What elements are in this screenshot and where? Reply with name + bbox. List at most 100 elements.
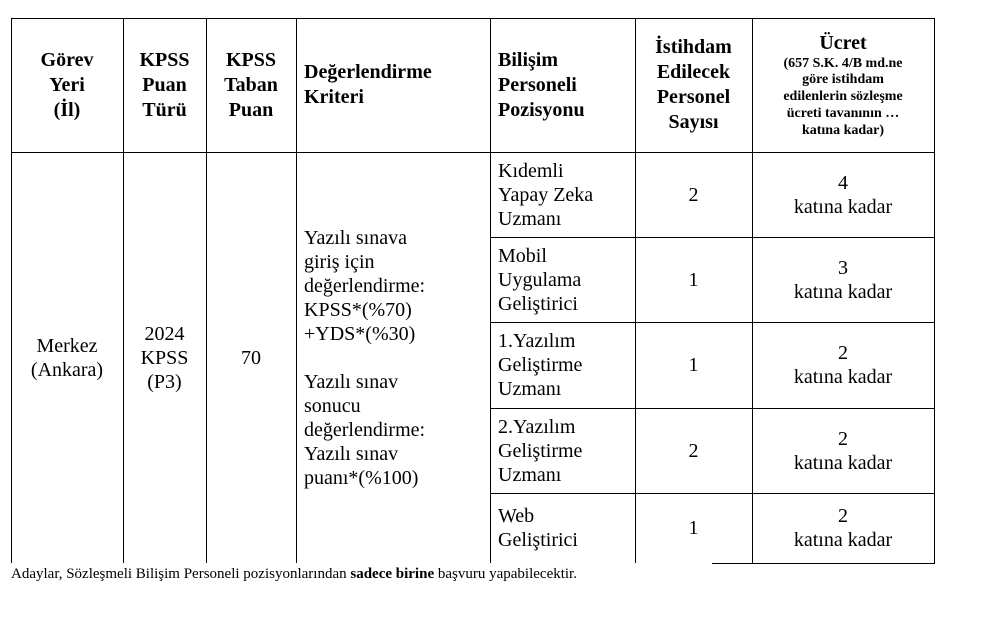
header-ucret: Ücret (657 S.K. 4/B md.ne göre istihdam edi… [752,18,934,152]
header-kriter: Değerlendirme Kriteri [296,18,490,152]
cell-line: Geliştirici [498,292,578,315]
cell-line: (P3) [147,370,182,393]
cell-ucret: 2 katına kadar [752,493,934,563]
ucret-title: Ücret [819,31,867,54]
cell-line: Puan [228,98,274,121]
cell-line: Bilişim [498,48,559,71]
cell-line: (İl) [53,98,81,121]
cell-line: Uzmanı [498,207,562,230]
cell-line: Uzmanı [498,463,562,486]
cell-line: KPSS [225,48,277,71]
cell-line: Yazılı sınav [304,442,399,465]
table-rule [490,237,935,238]
cell-line: Kıdemli [498,159,564,182]
ucret-subtitle-line: göre istihdam [802,72,884,88]
cell-line [304,346,490,370]
table-rule [752,18,753,564]
cell-line: giriş için [304,250,375,273]
cell-line: KPSS*(%70) [304,298,412,321]
cell-line: 2024 [144,322,185,345]
table-rule [490,493,935,494]
table-rule [11,152,935,153]
cell-line: Pozisyonu [498,98,585,121]
cell-puan-turu: 2024 KPSS (P3) [123,152,206,563]
cell-line: Görev [40,48,94,71]
cell-sayi: 2 [688,183,699,206]
cell-line: Geliştirme [498,439,583,462]
cell-line: Mobil [498,244,547,267]
cell-line: KPSS [139,48,190,71]
cell-line: Türü [142,98,187,121]
table-rule [296,18,297,563]
ucret-subtitle-line: edilenlerin sözleşme [783,89,903,105]
cell-line: Geliştirici [498,529,578,551]
ucret-value: katına kadar [793,529,893,551]
cell-line: İstihdam [655,36,732,58]
cell-line: Kriteri [304,86,364,108]
cell-line: Edilecek [656,61,731,83]
cell-line: Uzmanı [498,378,562,400]
table-rule [712,563,935,564]
cell-line: Yapay Zeka [498,183,594,206]
cell-sayi: 1 [688,268,699,291]
ucret-value: 2 [838,505,848,527]
table-rule [490,18,491,563]
ucret-value: katına kadar [793,280,893,303]
cell-sayi: 1 [688,354,699,376]
cell-line: Merkez [36,334,98,357]
table-rule [490,408,935,409]
header-sayi: İstihdam Edilecek Personel Sayısı [635,18,752,152]
table-rule [635,18,636,563]
cell-kriter: Yazılı sınava giriş için değerlendirme: KPS… [296,152,490,563]
ucret-subtitle-line: katına kadar) [801,122,885,138]
ucret-value: 3 [838,256,848,279]
header-puan-turu: KPSS Puan Türü [123,18,206,152]
cell-line: Personel [656,86,731,108]
cell-pozisyon: Mobil Uygulama Geliştirici [490,237,635,322]
header-gorev-yeri: Görev Yeri (İl) [11,18,123,152]
cell-line: Geliştirme [498,354,583,376]
table-rule [934,18,935,564]
cell-line: 1.Yazılım [498,330,576,352]
header-taban-puan: KPSS Taban Puan [206,18,296,152]
ucret-value: katına kadar [793,451,893,474]
cell-sayi: 2 [688,439,699,462]
cell-pozisyon: Web Geliştirici [490,493,635,563]
ucret-value: 2 [838,427,848,450]
cell-line: Yeri [49,73,85,96]
ucret-value: katına kadar [793,366,893,388]
cell-ucret: 2 katına kadar [752,322,934,408]
cell-gorev-yeri: Merkez (Ankara) [11,152,123,563]
cell-ucret: 4 katına kadar [752,152,934,237]
ucret-value: katına kadar [793,195,893,218]
cell-line: değerlendirme: [304,418,426,441]
cell-line: sonucu [304,394,361,417]
cell-line: (Ankara) [30,358,104,381]
cell-line: Personeli [498,73,577,96]
cell-line: KPSS [140,346,189,369]
cell-pozisyon: 1.Yazılım Geliştirme Uzmanı [490,322,635,408]
table-rule [206,18,207,563]
cell-line: 2.Yazılım [498,415,576,438]
table-rule [11,18,935,19]
cell-line: Puan [142,73,187,96]
ucret-subtitle-line: (657 S.K. 4/B md.ne [783,55,903,71]
header-pozisyon: Bilişim Personeli Pozisyonu [490,18,635,152]
table-rule [123,18,124,563]
cell-ucret: 3 katına kadar [752,237,934,322]
table-rule [11,18,12,563]
cell-sayi: 1 [688,517,699,539]
cell-line: değerlendirme: [304,274,426,297]
footnote: Adaylar, Sözleşmeli Bilişim Personeli po… [11,566,577,582]
cell-line: Sayısı [668,111,719,133]
cell-line: Yazılı sınava [304,226,407,249]
cell-line: Web [498,505,535,527]
cell-line: +YDS*(%30) [304,322,416,345]
cell-taban-puan: 70 [241,346,261,369]
cell-line: Değerlendirme [304,61,432,83]
cell-line: Taban [224,73,278,96]
ucret-value: 2 [838,342,848,364]
cell-ucret: 2 katına kadar [752,408,934,493]
ucret-value: 4 [838,171,848,194]
cell-line: puanı*(%100) [304,466,419,489]
